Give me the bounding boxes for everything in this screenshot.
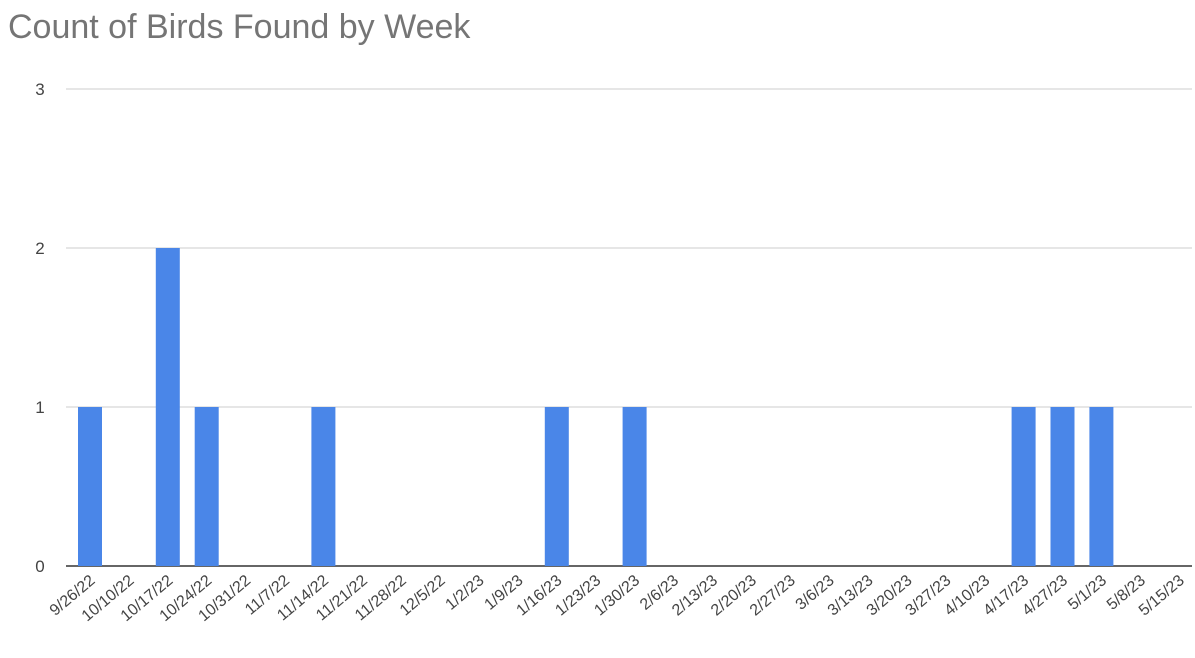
y-tick-label: 3 [35,80,44,99]
bar [311,407,336,566]
bar [1011,407,1036,566]
bar [155,248,180,566]
bar [622,407,647,566]
bar [194,407,219,566]
y-tick-label: 2 [35,239,44,258]
bar [1089,407,1114,566]
x-tick-label: 5/1/23 [1065,572,1110,614]
y-tick-label: 0 [35,557,44,576]
bar [1050,407,1075,566]
bar [544,407,569,566]
chart-title: Count of Birds Found by Week [8,8,471,46]
y-tick-label: 1 [35,398,44,417]
bar [78,407,102,566]
x-tick-label: 1/2/23 [443,572,488,614]
